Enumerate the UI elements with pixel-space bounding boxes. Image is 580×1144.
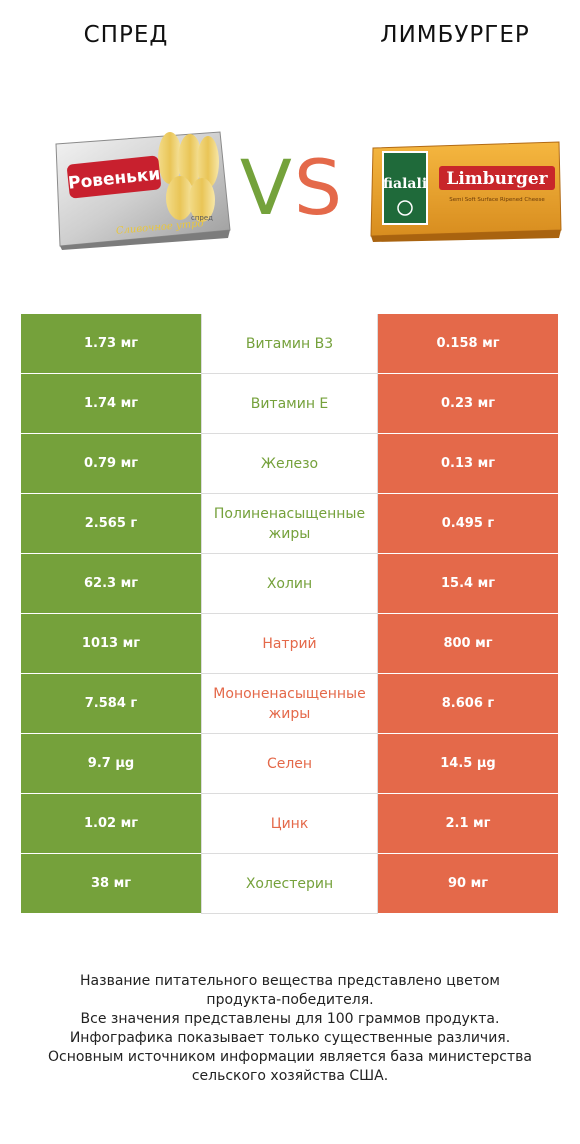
left-value-cell: 1013 мг (21, 614, 201, 674)
nutrient-name-cell: Витамин B3 (201, 314, 378, 374)
left-value-cell: 7.584 г (21, 674, 201, 734)
vs-label: VS (227, 138, 357, 238)
spread-sub-label: спред (191, 214, 213, 222)
right-value-cell: 14.5 µg (378, 734, 558, 794)
nutrient-name-cell: Холин (201, 554, 378, 614)
table-row: 0.79 мг Железо 0.13 мг (21, 434, 558, 494)
footnote-line: Название питательного вещества представл… (80, 973, 500, 989)
right-product-title: ЛИМБУРГЕР (380, 22, 530, 48)
footnote-line: Основным источником информации является … (48, 1049, 532, 1065)
footnote-line: сельского хозяйства США. (191, 1068, 389, 1084)
table-row: 9.7 µg Селен 14.5 µg (21, 734, 558, 794)
footnote-line: Все значения представлены для 100 граммо… (80, 1011, 500, 1027)
table-row: 1.74 мг Витамин E 0.23 мг (21, 374, 558, 434)
nutrient-name-cell: Полиненасыщенные жиры (201, 494, 378, 554)
left-value-cell: 38 мг (21, 854, 201, 914)
right-value-cell: 15.4 мг (378, 554, 558, 614)
nutrient-name-cell: Холестерин (201, 854, 378, 914)
left-value-cell: 1.73 мг (21, 314, 201, 374)
table-row: 38 мг Холестерин 90 мг (21, 854, 558, 914)
left-value-cell: 2.565 г (21, 494, 201, 554)
right-value-cell: 90 мг (378, 854, 558, 914)
right-value-cell: 8.606 г (378, 674, 558, 734)
right-value-cell: 800 мг (378, 614, 558, 674)
footnote-line: продукта-победителя. (206, 992, 374, 1008)
comparison-table: 1.73 мг Витамин B3 0.158 мг 1.74 мг Витамин … (21, 314, 558, 914)
table-row: 7.584 г Мононенасыщенные жиры 8.606 г (21, 674, 558, 734)
nutrient-name-cell: Витамин E (201, 374, 378, 434)
limburger-package-image: fialali Limburger Semi Soft Surface Ripe… (370, 141, 562, 242)
table-row: 1.73 мг Витамин B3 0.158 мг (21, 314, 558, 374)
vs-letter-v: V (239, 143, 294, 232)
spread-package-image: Ровеньки спред Сливочное утро (55, 131, 231, 250)
right-value-cell: 0.158 мг (378, 314, 558, 374)
footnote: Название питательного вещества представл… (10, 972, 570, 1086)
table-row: 62.3 мг Холин 15.4 мг (21, 554, 558, 614)
nutrient-name-cell: Селен (201, 734, 378, 794)
right-value-cell: 0.495 г (378, 494, 558, 554)
left-value-cell: 1.02 мг (21, 794, 201, 854)
left-value-cell: 0.79 мг (21, 434, 201, 494)
left-value-cell: 1.74 мг (21, 374, 201, 434)
right-value-cell: 2.1 мг (378, 794, 558, 854)
limburger-sub-label: Semi Soft Surface Ripened Cheese (449, 197, 545, 203)
footnote-line: Инфографика показывает только существенн… (69, 1030, 511, 1046)
nutrient-name-cell: Цинк (201, 794, 378, 854)
left-product-title: СПРЕД (83, 22, 169, 48)
limburger-product-label: Limburger (446, 169, 548, 189)
nutrient-name-cell: Железо (201, 434, 378, 494)
right-value-cell: 0.13 мг (378, 434, 558, 494)
table-row: 2.565 г Полиненасыщенные жиры 0.495 г (21, 494, 558, 554)
nutrient-name-cell: Натрий (201, 614, 378, 674)
right-value-cell: 0.23 мг (378, 374, 558, 434)
nutrient-name-cell: Мононенасыщенные жиры (201, 674, 378, 734)
table-row: 1.02 мг Цинк 2.1 мг (21, 794, 558, 854)
limburger-brand-label: fialali (383, 176, 427, 192)
left-value-cell: 9.7 µg (21, 734, 201, 794)
vs-letter-s: S (293, 143, 345, 232)
left-value-cell: 62.3 мг (21, 554, 201, 614)
table-row: 1013 мг Натрий 800 мг (21, 614, 558, 674)
